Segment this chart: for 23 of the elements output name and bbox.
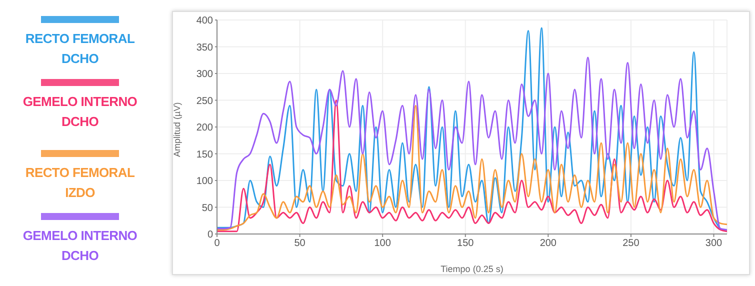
- y-tick-label: 0: [207, 230, 214, 241]
- y-axis-title: Amplitud (µV): [172, 102, 182, 157]
- y-tick-label: 50: [202, 202, 214, 214]
- x-tick-label: 250: [622, 238, 640, 250]
- y-tick-label: 350: [196, 42, 214, 54]
- y-tick-label: 200: [196, 122, 214, 134]
- x-axis-title: Tiempo (0.25 s): [440, 264, 504, 274]
- text: RECTO FEMORAL DCHO: [24, 30, 136, 68]
- x-tick-label: 300: [705, 238, 723, 250]
- text: RECTO FEMORAL IZDO: [24, 164, 136, 202]
- x-tick-label: 0: [214, 238, 220, 250]
- x-tick-label: 200: [540, 238, 557, 250]
- x-tick-label: 100: [374, 238, 392, 250]
- text: GEMELO INTERNO DCHO: [22, 93, 138, 131]
- y-tick-label: 300: [196, 69, 214, 80]
- x-tick-label: 150: [457, 238, 474, 250]
- y-tick-label: 150: [196, 149, 214, 160]
- y-tick-label: 100: [196, 176, 214, 188]
- y-tick-label: 400: [196, 16, 214, 27]
- text: GEMELO INTERNO DCHO: [22, 227, 138, 265]
- x-tick-label: 50: [294, 238, 306, 250]
- line-series: [217, 56, 727, 230]
- y-tick-label: 250: [196, 96, 214, 107]
